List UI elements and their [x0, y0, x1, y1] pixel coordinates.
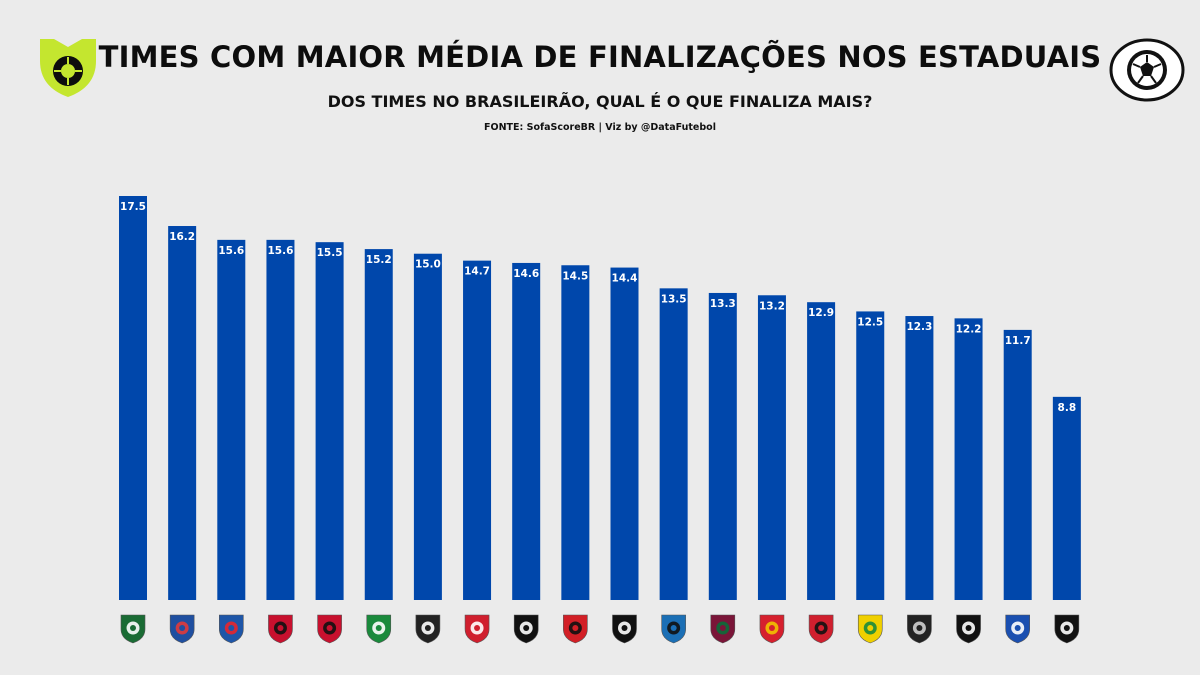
bar-value-label: 17.5 [120, 201, 146, 213]
bahia-crest-icon [219, 614, 244, 644]
bar-value-label: 13.2 [759, 300, 785, 312]
mirassol-crest-icon [857, 614, 883, 644]
bar-11 [610, 267, 639, 600]
bar-value-label: 12.2 [956, 323, 982, 335]
bar-value-label: 13.5 [661, 293, 687, 305]
brasileirao-logo-icon [40, 39, 96, 97]
sao-paulo-crest-icon [808, 614, 834, 644]
fortaleza-crest-icon [169, 614, 195, 644]
corinthians-crest-icon [907, 614, 932, 644]
bar-16 [856, 311, 885, 600]
bar-value-label: 11.7 [1005, 335, 1031, 347]
cruzeiro-crest-icon [1005, 614, 1030, 644]
bragantino-crest-icon [759, 614, 785, 644]
bar-3 [217, 239, 246, 600]
ceara-crest-icon [956, 614, 981, 644]
bar-8 [463, 260, 492, 600]
bar-value-label: 15.6 [267, 245, 293, 257]
botafogo-crest-icon [513, 614, 539, 644]
bar-18 [954, 318, 983, 600]
bar-value-label: 14.6 [513, 268, 539, 280]
bar-value-label: 8.8 [1058, 402, 1077, 414]
bar-7 [413, 253, 442, 600]
chart-title: TIMES COM MAIOR MÉDIA DE FINALIZAÇÕES NO… [98, 40, 1102, 74]
bar-value-label: 16.2 [169, 231, 195, 243]
bar-value-label: 12.9 [808, 307, 834, 319]
santos-crest-icon [612, 614, 637, 644]
bar-value-label: 15.0 [415, 259, 441, 271]
bar-14 [757, 295, 786, 600]
gremio-crest-icon [661, 614, 686, 644]
bar-6 [364, 249, 393, 600]
bar-value-label: 12.5 [857, 316, 883, 328]
bar-19 [1003, 329, 1032, 600]
bar-10 [561, 265, 590, 600]
bar-9 [512, 262, 541, 600]
juventude-crest-icon [366, 614, 392, 644]
bar-value-label: 14.4 [612, 273, 638, 285]
bar-value-label: 15.2 [366, 254, 392, 266]
palmeiras-crest-icon [120, 614, 146, 644]
bar-value-label: 12.3 [906, 321, 932, 333]
bar-17 [905, 316, 934, 600]
bar-value-label: 14.5 [562, 270, 588, 282]
vasco-crest-icon [1054, 614, 1080, 644]
bar-4 [266, 239, 295, 600]
datafutebol-ball-icon [1109, 38, 1185, 102]
internacional-crest-icon [464, 614, 490, 644]
bar-1 [119, 196, 147, 600]
bar-15 [807, 302, 836, 600]
bar-value-label: 15.5 [317, 247, 343, 259]
bar-20 [1052, 396, 1081, 600]
bar-value-label: 13.3 [710, 298, 736, 310]
bar-2 [168, 226, 197, 601]
bar-value-label: 14.7 [464, 266, 490, 278]
vitoria-crest-icon [268, 614, 293, 644]
bar-value-label: 15.6 [218, 245, 244, 257]
bar-12 [659, 288, 688, 600]
chart-source: FONTE: SofaScoreBR | Viz by @DataFutebol [484, 122, 716, 133]
bar-13 [708, 292, 737, 600]
sport-crest-icon [563, 614, 588, 644]
atletico-mg-crest-icon [415, 614, 441, 644]
flamengo-crest-icon [317, 614, 342, 644]
fluminense-crest-icon [710, 614, 736, 644]
bar-5 [315, 242, 344, 600]
chart-subtitle: DOS TIMES NO BRASILEIRÃO, QUAL É O QUE F… [327, 92, 873, 111]
